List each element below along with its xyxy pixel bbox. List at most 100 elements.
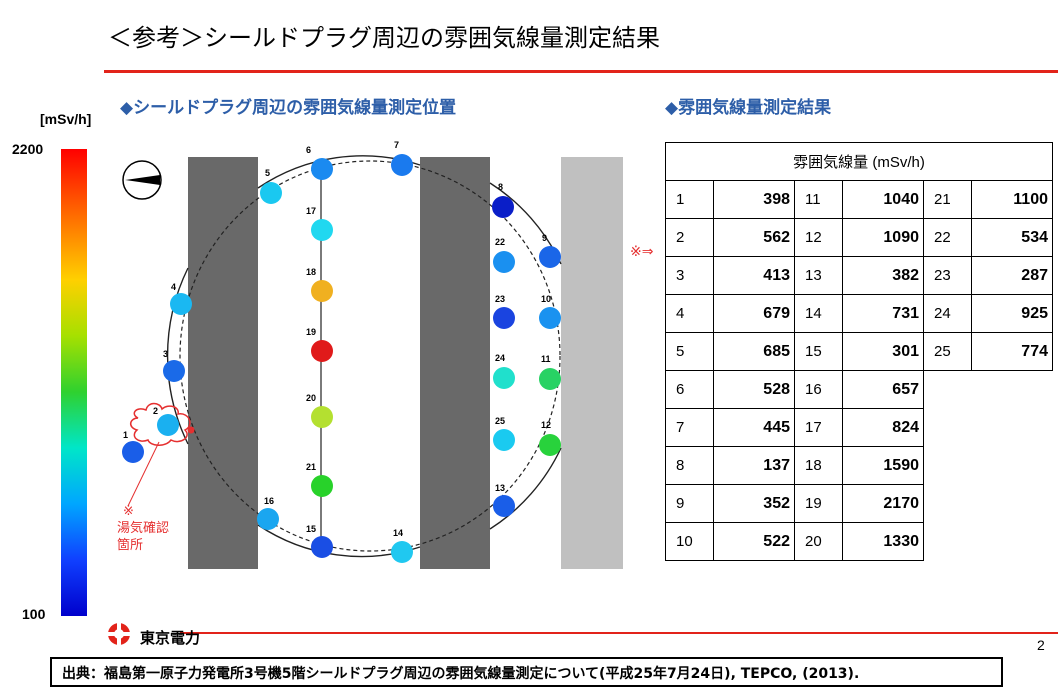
steam-note-line1: 湯気確認 (117, 521, 170, 536)
point-number: 10 (665, 522, 714, 561)
plug-outline-left (166, 267, 189, 445)
dose-value: 1590 (842, 446, 924, 485)
measurement-point-label: 17 (306, 206, 316, 216)
tepco-logo-icon (108, 623, 130, 645)
point-number: 12 (794, 218, 843, 257)
steam-point-marker (187, 426, 195, 434)
measurement-point-label: 3 (163, 349, 168, 359)
point-number: 1 (665, 180, 714, 219)
plug-outline-hidden (179, 160, 561, 552)
dose-value: 301 (842, 332, 924, 371)
dose-table: 雰囲気線量 (mSv/h) 1 398 11 1040 21 1100 2 562 12 1090 2… (665, 142, 1053, 561)
table-row: 1 398 11 1040 21 1100 (665, 180, 1053, 219)
measurement-point-label: 18 (306, 267, 316, 277)
dose-value: 352 (713, 484, 795, 523)
empty-cell (924, 447, 1053, 485)
steam-note-mark: ※ (123, 504, 134, 519)
measurement-point-7 (391, 154, 413, 176)
point-number: 3 (665, 256, 714, 295)
measurement-point-label: 11 (541, 354, 551, 364)
empty-cell (924, 523, 1053, 561)
measurement-point-23 (493, 307, 515, 329)
tepco-logo-text: 東京電力 (140, 629, 201, 647)
measurement-point-10 (539, 307, 561, 329)
scale-unit: [mSv/h] (40, 111, 92, 127)
measurement-point-label: 22 (495, 237, 505, 247)
left-section-heading: ◆シールドプラグ周辺の雰囲気線量測定位置 (120, 98, 457, 118)
point-number: 8 (665, 446, 714, 485)
measurement-point-label: 13 (495, 483, 505, 493)
point-number: 24 (923, 294, 972, 333)
measurement-point-6 (311, 158, 333, 180)
measurement-point-label: 5 (265, 168, 270, 178)
measurement-point-label: 8 (498, 182, 503, 192)
measurement-point-1 (122, 441, 144, 463)
measurement-point-25 (493, 429, 515, 451)
measurement-point-18 (311, 280, 333, 302)
measurement-point-label: 9 (542, 233, 547, 243)
point-number: 15 (794, 332, 843, 371)
point-number: 23 (923, 256, 972, 295)
measurement-point-label: 23 (495, 294, 505, 304)
measurement-point-12 (539, 434, 561, 456)
measurement-point-4 (170, 293, 192, 315)
point-number: 22 (923, 218, 972, 257)
measurement-point-label: 12 (541, 420, 551, 430)
measurement-point-label: 15 (306, 524, 316, 534)
point-2-marker: ※⇒ (630, 244, 654, 260)
dose-value: 685 (713, 332, 795, 371)
dose-value: 137 (713, 446, 795, 485)
measurement-point-label: 25 (495, 416, 505, 426)
wall-center (420, 157, 490, 569)
table-row: 9 352 19 2170 (665, 484, 1053, 523)
measurement-point-5 (260, 182, 282, 204)
table-header-row: 雰囲気線量 (mSv/h) (665, 142, 1053, 181)
dose-value: 731 (842, 294, 924, 333)
dose-value: 522 (713, 522, 795, 561)
measurement-point-label: 19 (306, 327, 316, 337)
point-number: 14 (794, 294, 843, 333)
point-number: 16 (794, 370, 843, 409)
measurement-point-2 (157, 414, 179, 436)
table-row: 7 445 17 824 (665, 408, 1053, 447)
dose-value: 413 (713, 256, 795, 295)
compass-needle-icon (125, 175, 160, 185)
measurement-point-9 (539, 246, 561, 268)
point-number: 18 (794, 446, 843, 485)
measurement-point-22 (493, 251, 515, 273)
point-number: 7 (665, 408, 714, 447)
table-row: 6 528 16 657 (665, 370, 1053, 409)
point-number: 13 (794, 256, 843, 295)
measurement-point-19 (311, 340, 333, 362)
table-row: 4 679 14 731 24 925 (665, 294, 1053, 333)
measurement-point-label: 24 (495, 353, 505, 363)
measurement-point-3 (163, 360, 185, 382)
dose-value: 657 (842, 370, 924, 409)
dose-value: 774 (971, 332, 1053, 371)
point-number: 19 (794, 484, 843, 523)
point-number: 9 (665, 484, 714, 523)
measurement-point-label: 21 (306, 462, 316, 472)
dose-value: 562 (713, 218, 795, 257)
slide-title: ＜参考＞シールドプラグ周辺の雰囲気線量測定結果 (108, 24, 660, 52)
dose-value: 445 (713, 408, 795, 447)
measurement-point-21 (311, 475, 333, 497)
source-citation-box (50, 657, 1003, 687)
scale-max-label: 2200 (12, 141, 44, 157)
point-number: 6 (665, 370, 714, 409)
measurement-point-label: 4 (171, 282, 176, 292)
point-number: 17 (794, 408, 843, 447)
measurement-point-16 (257, 508, 279, 530)
dose-value: 824 (842, 408, 924, 447)
measurement-point-label: 6 (306, 145, 311, 155)
dose-value: 398 (713, 180, 795, 219)
measurement-point-8 (492, 196, 514, 218)
dose-value: 679 (713, 294, 795, 333)
dose-value: 287 (971, 256, 1053, 295)
dose-value: 382 (842, 256, 924, 295)
dose-value: 1100 (971, 180, 1053, 219)
right-section-heading: ◆雰囲気線量測定結果 (665, 98, 832, 118)
dose-value: 534 (971, 218, 1053, 257)
steam-note-line2: 箇所 (117, 538, 144, 553)
